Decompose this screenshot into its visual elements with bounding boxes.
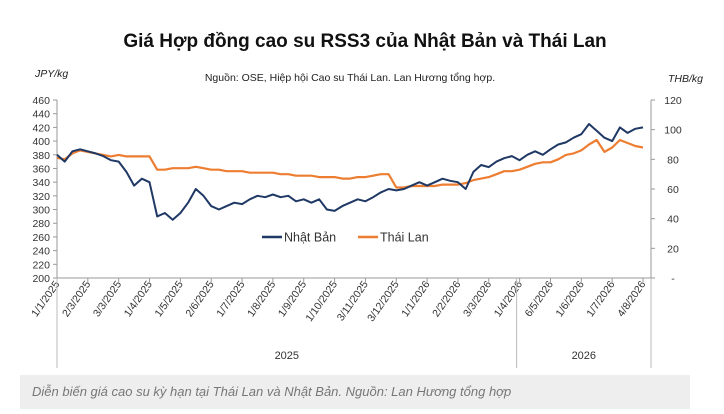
y-tick-label: 400	[32, 136, 50, 148]
x-tick-label: 2/3/2025	[60, 279, 93, 319]
x-tick-label: 1/6/2026	[553, 279, 586, 319]
y-tick-label: 380	[32, 150, 50, 162]
legend-label: Thái Lan	[380, 231, 429, 245]
y-tick-label: 300	[32, 205, 50, 217]
x-tick-label: 3/3/2025	[91, 279, 124, 319]
x-tick-label: 1/7/2025	[214, 279, 247, 319]
x-tick-label: 2/2/2026	[430, 279, 463, 319]
x-tick-label: 2/6/2025	[183, 279, 216, 319]
y2-axis-label: THB/kg	[668, 73, 703, 85]
series-line	[56, 123, 644, 221]
y2-tick-label: 20	[667, 243, 679, 255]
x-tick-label: 1/8/2025	[245, 279, 278, 319]
x-group-label: 2025	[275, 350, 299, 362]
x-tick-label: 1/7/2026	[584, 279, 617, 319]
x-group-label: 2026	[572, 350, 596, 362]
y2-tick-label: 80	[667, 154, 679, 166]
y2-tick-label: 40	[667, 214, 679, 226]
x-tick-label: 1/4/2025	[122, 279, 155, 319]
y-tick-label: 320	[32, 191, 50, 203]
subtitle: Nguồn: OSE, Hiệp hội Cao su Thái Lan. La…	[205, 72, 495, 84]
x-tick-label: 1/4/2026	[492, 279, 525, 319]
y-tick-label: 200	[32, 273, 50, 285]
y-tick-label: 220	[32, 259, 50, 271]
x-tick-label: 3/12/2025	[365, 279, 402, 324]
chart-title: Giá Hợp đồng cao su RSS3 của Nhật Bản và…	[123, 31, 606, 52]
chart: Giá Hợp đồng cao su RSS3 của Nhật Bản và…	[29, 31, 703, 368]
y2-tick-label: 60	[667, 184, 679, 196]
series-line	[56, 138, 644, 189]
y-tick-label: 260	[32, 232, 50, 244]
y2-tick-label: 100	[664, 125, 682, 137]
y-tick-label: 360	[32, 163, 50, 175]
x-tick-label: 1/1/2026	[399, 279, 432, 319]
y-tick-label: 420	[32, 122, 50, 134]
x-tick-label: 1/9/2025	[276, 279, 309, 319]
legend-label: Nhật Bản	[284, 231, 336, 245]
y2-tick-label: 120	[664, 95, 682, 107]
y-axis-label: JPY/kg	[34, 68, 68, 80]
x-tick-label: 3/3/2026	[461, 279, 494, 319]
y-tick-label: 240	[32, 246, 50, 258]
y-tick-label: 280	[32, 218, 50, 230]
x-tick-label: 4/8/2026	[615, 279, 648, 319]
y-tick-label: 440	[32, 109, 50, 121]
caption: Diễn biến giá cao su kỳ hạn tại Thái Lan…	[20, 375, 690, 409]
y-tick-label: 460	[32, 95, 50, 107]
y2-tick-label: -	[671, 273, 675, 285]
x-tick-label: 1/5/2025	[153, 279, 186, 319]
y-tick-label: 340	[32, 177, 50, 189]
x-tick-label: 6/5/2026	[523, 279, 556, 319]
